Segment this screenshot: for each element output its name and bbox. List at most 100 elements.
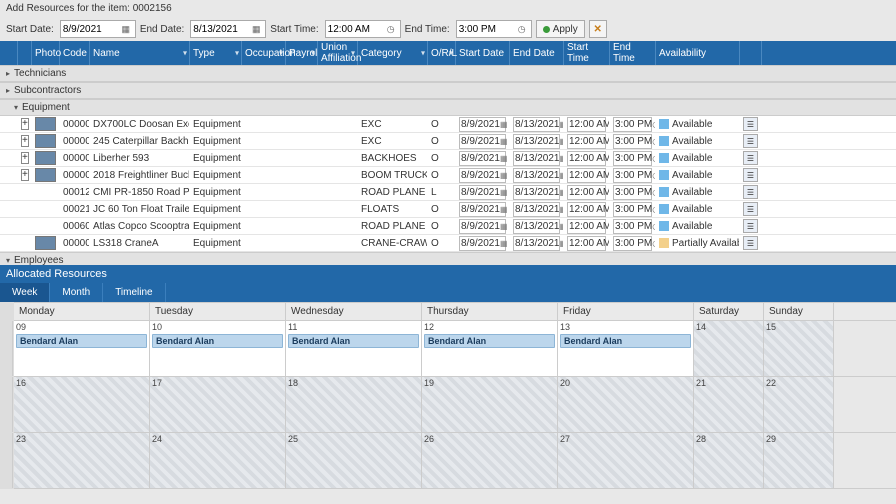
cell-start-date[interactable]: 8/9/2021▦ — [459, 151, 506, 166]
cell-end-date[interactable]: 8/13/2021▦ — [513, 117, 560, 132]
cell-start-time[interactable]: 12:00 AM◷ — [567, 219, 606, 234]
col-category[interactable]: Category▾ — [358, 41, 428, 65]
calendar-day[interactable]: 16 — [14, 377, 150, 432]
allocation-chip[interactable]: Bendard Alan — [16, 334, 147, 348]
row-action-button[interactable]: ☰ — [743, 168, 758, 182]
group-technicians[interactable]: ▸Technicians — [0, 65, 896, 82]
cell-start-time[interactable]: 12:00 AM◷ — [567, 236, 606, 251]
table-row[interactable]: 00012012 CMI PR-1850 Road Planner Equipm… — [0, 184, 896, 201]
row-action-button[interactable]: ☰ — [743, 151, 758, 165]
col-start-date[interactable]: Start Date — [456, 41, 510, 65]
cell-end-time[interactable]: 3:00 PM◷ — [613, 134, 652, 149]
col-code[interactable]: Code — [60, 41, 90, 65]
cell-start-date[interactable]: 8/9/2021▦ — [459, 236, 506, 251]
cell-end-time[interactable]: 3:00 PM◷ — [613, 236, 652, 251]
cell-start-date[interactable]: 8/9/2021▦ — [459, 134, 506, 149]
col-start-time[interactable]: Start Time — [564, 41, 610, 65]
calendar-day[interactable]: 29 — [764, 433, 834, 488]
table-row[interactable]: + 00000123 Liberher 593 Equipment BACKHO… — [0, 150, 896, 167]
tab-timeline[interactable]: Timeline — [103, 283, 165, 302]
col-availability[interactable]: Availability — [656, 41, 740, 65]
cell-start-time[interactable]: 12:00 AM◷ — [567, 168, 606, 183]
table-row[interactable]: + 00000015 DX700LC Doosan Excavator Equi… — [0, 116, 896, 133]
table-row[interactable]: + 00000294 2018 Freightliner Bucket Truc… — [0, 167, 896, 184]
clear-filter-button[interactable]: ✕ — [589, 20, 607, 38]
table-row[interactable]: + 00000045 245 Caterpillar Backhoe Equip… — [0, 133, 896, 150]
cell-start-time[interactable]: 12:00 AM◷ — [567, 202, 606, 217]
cell-end-time[interactable]: 3:00 PM◷ — [613, 219, 652, 234]
apply-button[interactable]: Apply — [536, 20, 585, 38]
cell-end-time[interactable]: 3:00 PM◷ — [613, 151, 652, 166]
tab-month[interactable]: Month — [50, 283, 103, 302]
col-payroll[interactable]: Payrol▾ — [286, 41, 318, 65]
cell-start-date[interactable]: 8/9/2021▦ — [459, 185, 506, 200]
cell-start-time[interactable]: 12:00 AM◷ — [567, 185, 606, 200]
calendar-day[interactable]: 10Bendard Alan — [150, 321, 286, 376]
calendar-day[interactable]: 26 — [422, 433, 558, 488]
cell-start-date[interactable]: 8/9/2021▦ — [459, 202, 506, 217]
cell-end-date[interactable]: 8/13/2021▦ — [513, 185, 560, 200]
calendar-day[interactable]: 27 — [558, 433, 694, 488]
tab-week[interactable]: Week — [0, 283, 50, 302]
allocation-chip[interactable]: Bendard Alan — [560, 334, 691, 348]
calendar-day[interactable]: 17 — [150, 377, 286, 432]
group-equipment[interactable]: ▾Equipment — [0, 99, 896, 116]
start-time-input[interactable]: ◷ — [325, 20, 401, 38]
col-name[interactable]: Name▾ — [90, 41, 190, 65]
col-orl[interactable]: O/R/L▾ — [428, 41, 456, 65]
group-subcontractors[interactable]: ▸Subcontractors — [0, 82, 896, 99]
calendar-day[interactable]: 21 — [694, 377, 764, 432]
calendar-day[interactable]: 22 — [764, 377, 834, 432]
calendar-day[interactable]: 23 — [14, 433, 150, 488]
cell-start-date[interactable]: 8/9/2021▦ — [459, 168, 506, 183]
calendar-day[interactable]: 12Bendard Alan — [422, 321, 558, 376]
group-employees[interactable]: ▾Employees — [0, 252, 896, 265]
cell-end-time[interactable]: 3:00 PM◷ — [613, 117, 652, 132]
col-photo[interactable]: Photo — [32, 41, 60, 65]
calendar-day[interactable]: 28 — [694, 433, 764, 488]
calendar-day[interactable]: 20 — [558, 377, 694, 432]
calendar-day[interactable]: 14 — [694, 321, 764, 376]
row-action-button[interactable]: ☰ — [743, 185, 758, 199]
col-type[interactable]: Type▾ — [190, 41, 242, 65]
expand-button[interactable]: + — [21, 135, 29, 147]
calendar-day[interactable]: 19 — [422, 377, 558, 432]
calendar-day[interactable]: 11Bendard Alan — [286, 321, 422, 376]
cell-end-date[interactable]: 8/13/2021▦ — [513, 168, 560, 183]
cell-end-time[interactable]: 3:00 PM◷ — [613, 185, 652, 200]
col-occupation[interactable]: Occupation▾ — [242, 41, 286, 65]
col-end-date[interactable]: End Date — [510, 41, 564, 65]
expand-button[interactable]: + — [21, 169, 29, 181]
col-union[interactable]: Union Affiliation▾ — [318, 41, 358, 65]
cell-end-time[interactable]: 3:00 PM◷ — [613, 168, 652, 183]
cell-end-date[interactable]: 8/13/2021▦ — [513, 151, 560, 166]
col-end-time[interactable]: End Time — [610, 41, 656, 65]
calendar-day[interactable]: 13Bendard Alan — [558, 321, 694, 376]
cell-start-time[interactable]: 12:00 AM◷ — [567, 151, 606, 166]
calendar-day[interactable]: 25 — [286, 433, 422, 488]
row-action-button[interactable]: ☰ — [743, 202, 758, 216]
calendar-day[interactable]: 18 — [286, 377, 422, 432]
cell-end-date[interactable]: 8/13/2021▦ — [513, 202, 560, 217]
table-row[interactable]: 00060549 Atlas Copco Scooptram ST1030 Eq… — [0, 218, 896, 235]
cell-start-time[interactable]: 12:00 AM◷ — [567, 134, 606, 149]
cell-end-time[interactable]: 3:00 PM◷ — [613, 202, 652, 217]
calendar-day[interactable]: 09Bendard Alan — [14, 321, 150, 376]
row-action-button[interactable]: ☰ — [743, 134, 758, 148]
cell-end-date[interactable]: 8/13/2021▦ — [513, 219, 560, 234]
row-action-button[interactable]: ☰ — [743, 236, 758, 250]
cell-start-date[interactable]: 8/9/2021▦ — [459, 117, 506, 132]
table-row[interactable]: 00021012 JC 60 Ton Float Trailer Equipme… — [0, 201, 896, 218]
allocation-chip[interactable]: Bendard Alan — [152, 334, 283, 348]
row-action-button[interactable]: ☰ — [743, 117, 758, 131]
end-time-input[interactable]: ◷ — [456, 20, 532, 38]
cell-start-date[interactable]: 8/9/2021▦ — [459, 219, 506, 234]
allocation-chip[interactable]: Bendard Alan — [424, 334, 555, 348]
table-row[interactable]: 00000000 LS318 CraneA Equipment CRANE-CR… — [0, 235, 896, 252]
calendar-day[interactable]: 24 — [150, 433, 286, 488]
allocation-chip[interactable]: Bendard Alan — [288, 334, 419, 348]
row-action-button[interactable]: ☰ — [743, 219, 758, 233]
end-date-input[interactable]: ▦ — [190, 20, 266, 38]
cell-start-time[interactable]: 12:00 AM◷ — [567, 117, 606, 132]
start-date-input[interactable]: ▦ — [60, 20, 136, 38]
